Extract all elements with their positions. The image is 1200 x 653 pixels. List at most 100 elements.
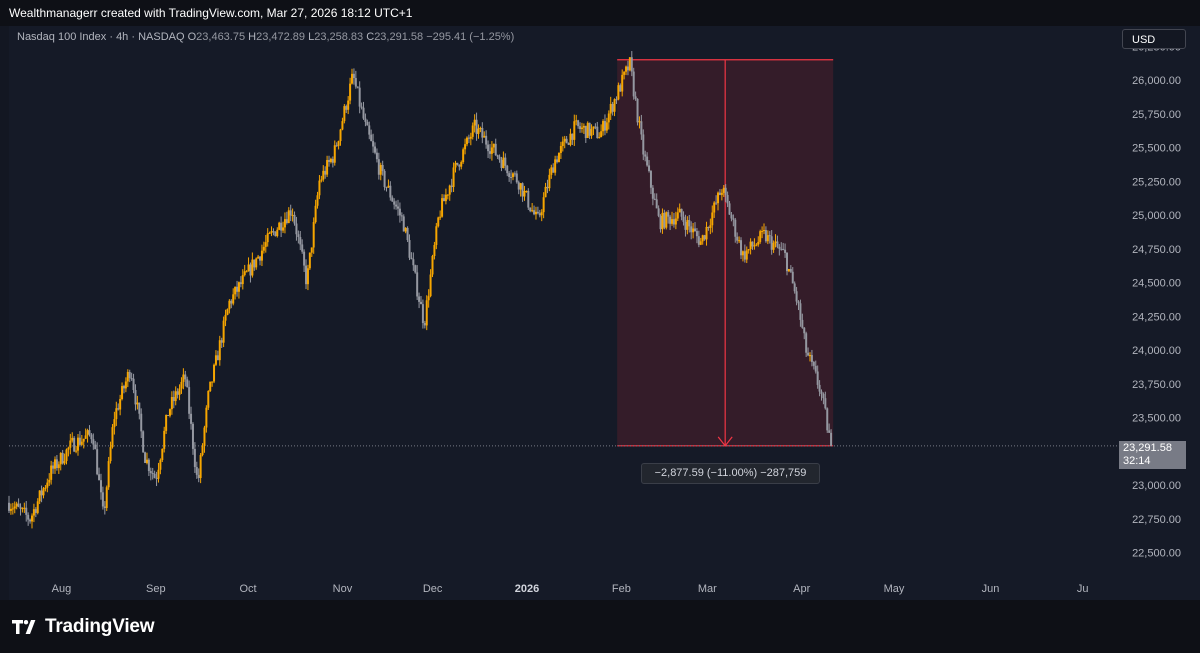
candle-body	[305, 265, 308, 285]
candle-body	[190, 413, 193, 424]
candle-body	[36, 501, 39, 513]
candle-body	[544, 186, 547, 198]
candle-body	[276, 229, 279, 237]
candle-body	[329, 158, 332, 162]
candle-body	[692, 228, 695, 233]
candle-body	[642, 134, 645, 155]
candle-body	[517, 182, 520, 190]
candle-body	[282, 227, 285, 231]
candle-body	[400, 215, 403, 217]
candle-body	[128, 371, 131, 379]
candle-body	[408, 240, 411, 258]
candle-body	[132, 378, 135, 391]
footer-bar	[0, 600, 1200, 653]
candlestick-chart[interactable]: 22,500.0022,750.0023,000.0023,250.0023,5…	[0, 0, 1200, 600]
y-tick-label: 23,000.00	[1132, 480, 1181, 492]
candle-body	[224, 314, 227, 321]
measure-arrow-head	[717, 436, 733, 447]
candle-body	[101, 492, 104, 507]
candle-body	[563, 138, 566, 142]
candle-body	[8, 502, 10, 511]
last-price-value: 23,291.58	[1123, 442, 1172, 454]
candle-body	[13, 506, 16, 509]
candle-body	[686, 220, 689, 230]
candle-body	[19, 506, 22, 509]
candle-body	[492, 143, 495, 148]
tradingview-logo[interactable]: TradingView	[12, 616, 155, 638]
candle-body	[310, 247, 313, 253]
candle-body	[488, 151, 491, 154]
candle-body	[349, 83, 352, 101]
candle-body	[653, 198, 656, 200]
candle-body	[38, 490, 41, 502]
candle-body	[600, 131, 603, 138]
candle-body	[766, 235, 769, 242]
candle-body	[784, 249, 787, 253]
candle-body	[648, 165, 651, 172]
candle-body	[594, 126, 597, 128]
candle-body	[25, 507, 28, 515]
candle-body	[531, 210, 534, 212]
candle-body	[640, 121, 643, 135]
candle-body	[52, 465, 55, 469]
candle-body	[824, 398, 827, 409]
candle-body	[602, 121, 605, 132]
candle-body	[649, 171, 652, 188]
candle-body	[738, 240, 741, 242]
candle-body	[502, 157, 505, 169]
candle-body	[278, 222, 281, 230]
candle-body	[145, 459, 148, 463]
candle-body	[44, 487, 47, 489]
candle-body	[680, 208, 683, 217]
candle-body	[814, 365, 817, 372]
candle-body	[818, 384, 821, 392]
candle-body	[122, 386, 125, 389]
candle-body	[75, 450, 78, 452]
candle-body	[465, 137, 468, 145]
currency-button[interactable]: USD	[1122, 29, 1186, 49]
candle-body	[126, 371, 129, 382]
candle-body	[577, 120, 580, 127]
candle-body	[287, 210, 290, 224]
candle-body	[260, 250, 263, 261]
candle-body	[513, 173, 516, 175]
candle-body	[337, 141, 340, 146]
candle-body	[485, 135, 488, 145]
candle-body	[211, 381, 214, 383]
candle-body	[803, 327, 806, 334]
candle-body	[715, 202, 718, 204]
tradingview-logo-icon	[12, 620, 36, 634]
candle-body	[299, 237, 302, 245]
candle-body	[759, 231, 762, 242]
candle-body	[266, 233, 269, 243]
candle-body	[651, 187, 654, 199]
candle-body	[671, 219, 674, 224]
candle-body	[830, 432, 833, 446]
candle-body	[705, 226, 708, 240]
candle-body	[180, 381, 183, 389]
candle-body	[644, 154, 647, 157]
candle-body	[454, 162, 457, 168]
candle-body	[364, 118, 367, 122]
candle-body	[103, 506, 106, 508]
candle-body	[295, 223, 298, 235]
candle-body	[354, 78, 357, 87]
candle-body	[793, 283, 796, 292]
candle-body	[588, 122, 591, 136]
candle-body	[21, 508, 24, 510]
candle-body	[157, 469, 160, 479]
candle-body	[567, 143, 570, 145]
candle-body	[764, 229, 767, 242]
candle-body	[525, 190, 528, 192]
candle-body	[822, 393, 825, 399]
candle-body	[780, 248, 783, 250]
candle-body	[247, 264, 250, 272]
candle-body	[772, 242, 775, 250]
y-tick-label: 25,750.00	[1132, 109, 1181, 121]
candle-body	[230, 300, 233, 304]
tradingview-logo-text: TradingView	[45, 616, 155, 637]
candle-body	[559, 146, 562, 153]
candle-body	[412, 259, 415, 266]
candle-body	[456, 162, 459, 165]
candle-body	[280, 222, 283, 231]
